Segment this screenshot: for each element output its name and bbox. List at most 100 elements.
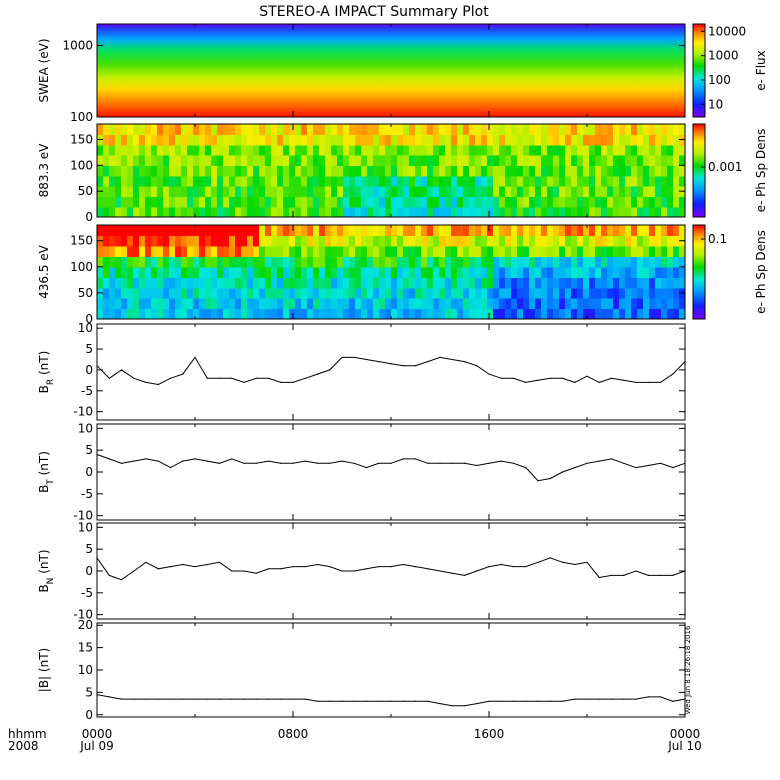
heat-cell: [427, 266, 434, 278]
heat-cell: [277, 298, 284, 310]
heat-cell: [271, 245, 278, 257]
heat-cell: [649, 235, 656, 247]
data-point: [267, 377, 270, 379]
y-axis-label: 436.5 eV: [37, 244, 51, 299]
heat-cell: [361, 266, 368, 278]
heat-cell: [619, 186, 626, 197]
heat-cell: [445, 144, 452, 156]
heat-cell: [385, 225, 392, 237]
heat-cell: [493, 186, 500, 197]
heat-cell: [619, 256, 626, 268]
heat-cell: [259, 155, 266, 166]
data-point: [304, 566, 306, 568]
heat-cell: [511, 298, 518, 310]
heat-cell: [409, 256, 416, 268]
heat-cell: [373, 134, 380, 146]
heat-cell: [349, 298, 356, 310]
heat-cell: [613, 225, 620, 237]
heat-cell: [547, 235, 554, 247]
heat-cell: [187, 287, 194, 299]
heat-cell: [589, 308, 596, 320]
heat-cell: [433, 155, 440, 166]
heat-cell: [523, 134, 530, 146]
heat-cell: [325, 134, 332, 146]
heat-cell: [619, 134, 626, 146]
heat-cell: [127, 266, 134, 278]
heat-cell: [283, 186, 290, 197]
heat-cell: [403, 175, 410, 187]
data-point: [365, 467, 368, 469]
heat-cell: [673, 186, 680, 197]
heat-cell: [247, 308, 254, 320]
heat-cell: [217, 298, 224, 310]
heat-cell: [571, 277, 578, 289]
heat-cell: [349, 196, 356, 208]
heat-cell: [289, 196, 296, 208]
heat-cell: [271, 165, 278, 177]
heat-cell: [391, 225, 398, 237]
heat-cell: [133, 266, 140, 278]
heat-cell: [595, 124, 602, 135]
data-point: [133, 698, 135, 700]
heat-cell: [379, 124, 386, 135]
heat-cell: [175, 225, 182, 237]
heat-cell: [367, 277, 374, 289]
heat-cell: [205, 308, 212, 320]
heat-cell: [625, 175, 632, 187]
heat-cell: [517, 134, 524, 146]
heat-cell: [607, 256, 614, 268]
heat-cell: [373, 266, 380, 278]
heat-cell: [295, 266, 302, 278]
heat-cell: [121, 298, 128, 310]
heat-cell: [535, 134, 542, 146]
heat-cell: [373, 256, 380, 268]
heat-cell: [475, 134, 482, 146]
heat-cell: [271, 308, 278, 320]
heat-cell: [337, 165, 344, 177]
heat-cell: [295, 206, 302, 218]
heat-cell: [607, 266, 614, 278]
heat-cell: [553, 124, 560, 135]
heat-cell: [481, 155, 488, 166]
heat-cell: [469, 298, 476, 310]
heat-cell: [187, 165, 194, 177]
data-point: [231, 458, 233, 460]
heat-cell: [193, 245, 200, 257]
heat-cell: [643, 266, 650, 278]
heat-cell: [367, 134, 374, 146]
heat-cell: [253, 287, 260, 299]
heat-cell: [475, 308, 482, 320]
heat-cell: [301, 225, 308, 237]
heat-cell: [115, 235, 122, 247]
heat-cell: [385, 277, 392, 289]
heat-cell: [157, 144, 164, 156]
heat-cell: [127, 287, 134, 299]
heat-cell: [265, 287, 272, 299]
heat-cell: [559, 196, 566, 208]
heat-cell: [517, 165, 524, 177]
heat-cell: [109, 134, 116, 146]
heat-cell: [103, 206, 110, 218]
heat-cell: [601, 277, 608, 289]
heat-cell: [193, 196, 200, 208]
heat-cell: [247, 175, 254, 187]
heat-cell: [109, 124, 116, 135]
heat-cell: [475, 277, 482, 289]
heat-cell: [325, 186, 332, 197]
heat-cell: [235, 235, 242, 247]
heat-cell: [169, 186, 176, 197]
heat-cell: [223, 155, 230, 166]
heat-cell: [181, 206, 188, 218]
heat-cell: [247, 155, 254, 166]
heat-cell: [499, 186, 506, 197]
heat-cell: [103, 186, 110, 197]
heat-cell: [655, 144, 662, 156]
heat-cell: [355, 266, 362, 278]
heat-cell: [529, 155, 536, 166]
heat-cell: [475, 298, 482, 310]
heat-cell: [421, 266, 428, 278]
heat-cell: [157, 245, 164, 257]
heat-cell: [115, 308, 122, 320]
heat-cell: [523, 186, 530, 197]
heat-cell: [463, 206, 470, 218]
